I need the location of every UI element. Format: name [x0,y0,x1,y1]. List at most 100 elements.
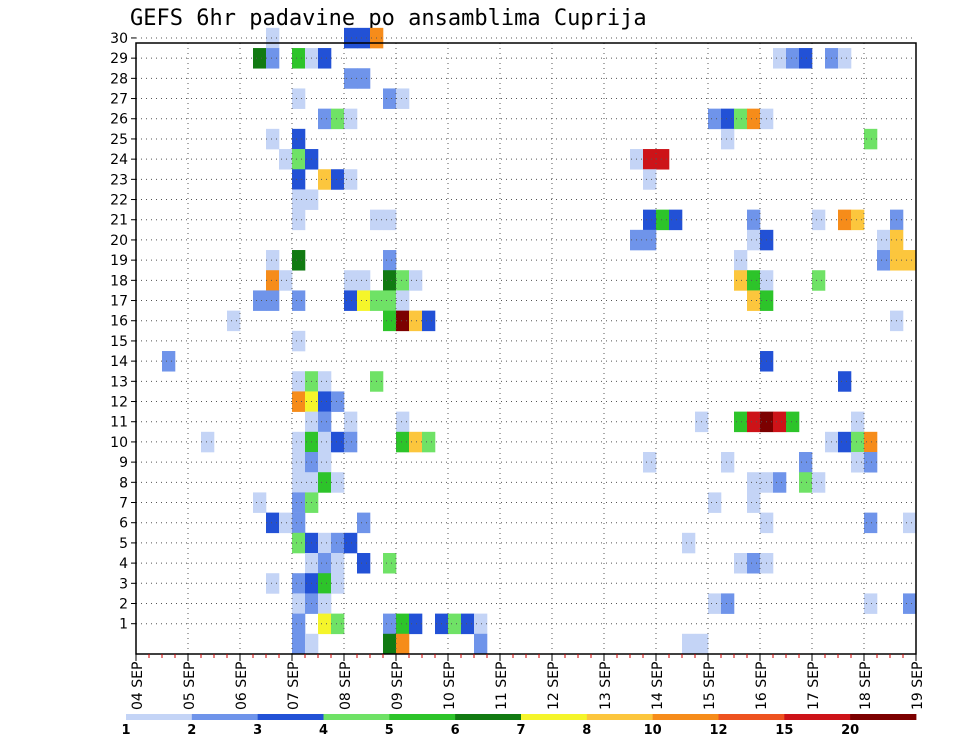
x-tick-label: 08 SEP [338,662,354,710]
heatmap-cell [344,270,358,291]
heatmap-cell [396,431,410,453]
colorbar-label: 6 [451,723,460,738]
y-tick-label: 23 [110,172,128,188]
y-tick-label: 12 [110,395,128,411]
heatmap-cell [292,633,306,655]
x-tick-label: 18 SEP [858,662,874,710]
heatmap-cell [279,149,293,170]
y-tick-label: 6 [119,516,128,532]
heatmap-cell [318,532,332,554]
y-tick-label: 11 [110,415,128,431]
x-tick-label: 12 SEP [546,662,562,710]
heatmap-cell [396,613,410,635]
y-tick-label: 21 [110,213,128,229]
heatmap-cell [799,48,813,69]
heatmap-cell [292,128,306,150]
heatmap-cell [344,431,358,453]
heatmap-cell [253,48,267,69]
heatmap-cell [747,209,761,231]
y-tick-label: 13 [110,374,128,390]
colorbar-segment [389,714,456,720]
heatmap-cell [396,88,410,109]
heatmap-cell [318,553,332,574]
heatmap-cell [838,209,852,231]
heatmap-cell [318,573,332,594]
heatmap-cell [318,411,332,433]
heatmap-cell [357,512,371,534]
heatmap-cell [864,512,878,534]
heatmap-cell [734,411,748,433]
heatmap-cell [292,452,306,473]
y-tick-label: 3 [119,576,128,592]
heatmap-cell [318,452,332,473]
heatmap-cell [383,88,397,109]
heatmap-cell [318,108,332,130]
heatmap-cell [344,532,358,554]
heatmap-cell [851,431,865,453]
heatmap-cell [474,633,488,655]
heatmap-cell [318,169,332,190]
heatmap-cell [331,553,345,574]
heatmap-cell [357,27,371,49]
heatmap-cell [838,431,852,453]
heatmap-cell [344,108,358,130]
heatmap-cell [305,633,319,655]
heatmap-cell [851,452,865,473]
heatmap-cell [799,472,813,493]
colorbar-segment [191,714,259,720]
heatmap-cell [643,169,657,190]
y-tick-label: 7 [119,496,128,512]
heatmap-cell [786,411,800,433]
heatmap-cell [383,553,397,574]
heatmap-cell [292,512,306,534]
x-tick-label: 10 SEP [442,662,458,710]
heatmap-cell [292,431,306,453]
heatmap-cell [292,613,306,635]
heatmap-cell [864,431,878,453]
heatmap-cell [734,108,748,130]
heatmap-cell [292,48,306,69]
heatmap-cell [292,209,306,231]
x-tick-label: 15 SEP [702,662,718,710]
heatmap-cell [864,452,878,473]
heatmap-cell [357,553,371,574]
colorbar-segment [718,714,785,720]
heatmap-cell [318,472,332,493]
heatmap-cell [812,209,826,231]
plot-frame [135,42,917,655]
heatmap-cell [422,431,436,453]
y-tick-label: 1 [119,617,128,633]
y-tick-label: 29 [110,51,128,67]
heatmap-cell [734,270,748,291]
y-tick-label: 10 [110,435,128,451]
colorbar-label: 2 [187,723,196,738]
heatmap-cell [747,229,761,251]
heatmap-cell [344,169,358,190]
heatmap-cell [357,270,371,291]
heatmap-cell [292,149,306,170]
heatmap-cell [266,250,280,271]
heatmap-cell [292,88,306,109]
heatmap-cell [279,512,293,534]
heatmap-cell [812,270,826,291]
heatmap-cell [786,48,800,69]
x-tick-label: 09 SEP [390,662,406,710]
heatmap-cell [318,613,332,635]
heatmap-cell [383,633,397,655]
heatmap-cell [643,452,657,473]
x-tick-label: 17 SEP [806,662,822,710]
heatmap-cell [396,633,410,655]
y-tick-label: 28 [110,71,128,87]
heatmap-cell [838,48,852,69]
heatmap-cell [708,108,722,130]
x-tick-label: 11 SEP [494,662,510,710]
x-tick-label: 05 SEP [182,662,198,710]
heatmap-cell [292,189,306,210]
y-tick-label: 25 [110,132,128,148]
heatmap-cell [227,310,241,332]
heatmap-cell [383,270,397,291]
heatmap-cell [643,209,657,231]
heatmap-cell [318,431,332,453]
heatmap-cell [344,411,358,433]
